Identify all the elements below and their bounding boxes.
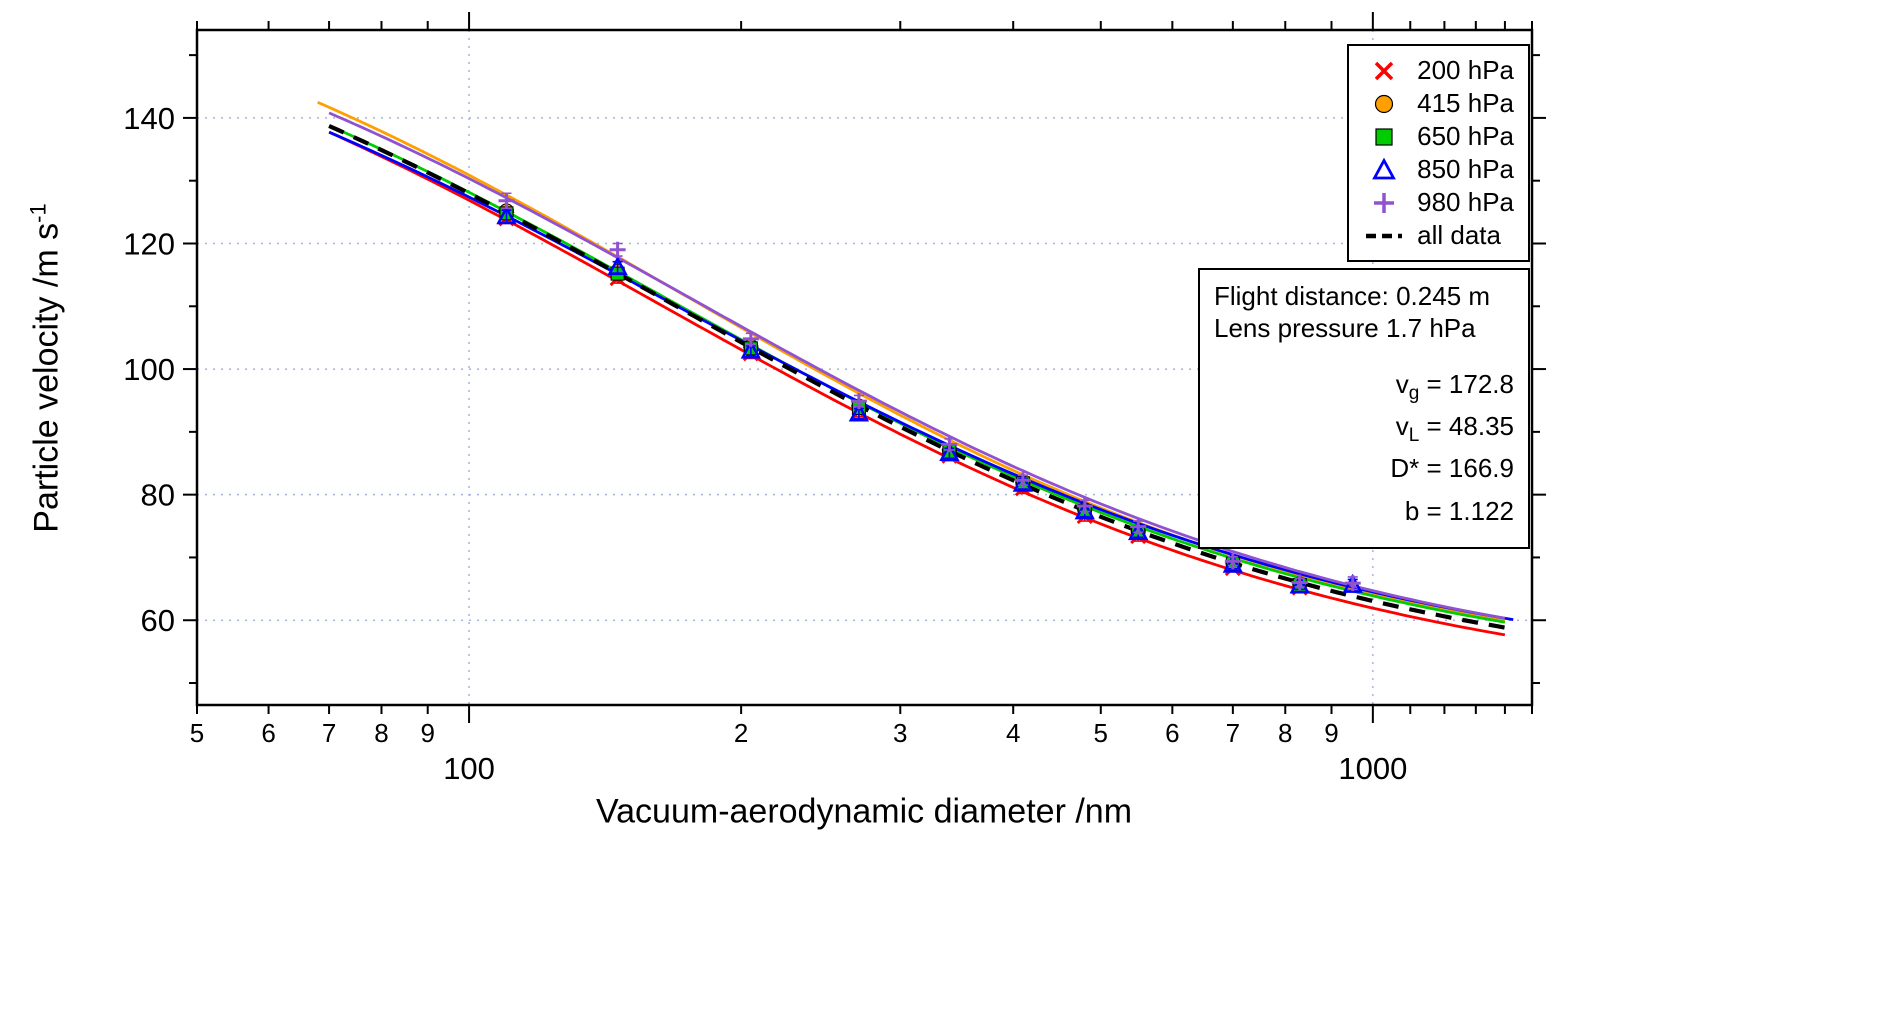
legend-item-200hpa: 200 hPa xyxy=(1363,54,1514,87)
svg-text:5: 5 xyxy=(1094,718,1108,748)
fit-param-vl: vL = 48.35 xyxy=(1395,411,1514,447)
fit-curve-all-data xyxy=(328,124,1506,630)
svg-text:120: 120 xyxy=(123,226,175,261)
plot-frame xyxy=(195,28,1534,707)
legend-label: 980 hPa xyxy=(1417,187,1514,217)
series-980-hPa xyxy=(498,192,1361,592)
triangle-marker-icon xyxy=(1372,157,1396,179)
svg-text:1000: 1000 xyxy=(1338,751,1407,786)
legend-label: 200 hPa xyxy=(1417,55,1514,85)
legend-label: 850 hPa xyxy=(1417,154,1514,184)
svg-text:7: 7 xyxy=(1226,718,1240,748)
svg-text:6: 6 xyxy=(261,718,275,748)
legend-item-650hpa: 650 hPa xyxy=(1363,120,1514,153)
axis-ticks xyxy=(183,12,1546,723)
svg-text:100: 100 xyxy=(443,751,495,786)
svg-text:140: 140 xyxy=(123,101,175,136)
square-marker-icon xyxy=(1375,127,1393,146)
fit-param-dstar: D* = 166.9 xyxy=(1390,453,1514,484)
plus-marker-icon xyxy=(1374,192,1395,213)
svg-text:8: 8 xyxy=(374,718,388,748)
svg-text:100: 100 xyxy=(123,352,175,387)
fit-param-b: b = 1.122 xyxy=(1404,495,1514,526)
fit-param-vg: vg = 172.8 xyxy=(1395,369,1514,405)
legend-item-all-data: all data xyxy=(1363,219,1514,252)
svg-text:8: 8 xyxy=(1278,718,1292,748)
fit-parameters: vg = 172.8 vL = 48.35 D* = 166.9 b = 1.1… xyxy=(1214,368,1514,537)
fit-curve-980-hPa xyxy=(328,111,1506,620)
legend-label: 415 hPa xyxy=(1417,88,1514,118)
legend-label: 650 hPa xyxy=(1417,121,1514,151)
svg-text:4: 4 xyxy=(1006,718,1020,748)
legend-item-980hpa: 980 hPa xyxy=(1363,186,1514,219)
fit-curve-850-hPa xyxy=(328,130,1514,621)
dashed-line-icon xyxy=(1366,233,1403,238)
legend: 200 hPa 415 hPa 650 hPa 850 hPa 980 hPa xyxy=(1347,44,1530,262)
legend-item-415hpa: 415 hPa xyxy=(1363,87,1514,120)
svg-text:3: 3 xyxy=(893,718,907,748)
svg-text:80: 80 xyxy=(141,478,175,513)
legend-item-850hpa: 850 hPa xyxy=(1363,153,1514,186)
svg-text:9: 9 xyxy=(420,718,434,748)
x-marker-icon xyxy=(1374,61,1394,80)
y-axis-title-exponent: -1 xyxy=(25,203,51,223)
annotation-line-lens-pressure: Lens pressure 1.7 hPa xyxy=(1214,313,1476,343)
svg-text:6: 6 xyxy=(1165,718,1179,748)
svg-text:9: 9 xyxy=(1324,718,1338,748)
svg-text:60: 60 xyxy=(141,603,175,638)
annotation-box: Flight distance: 0.245 m Lens pressure 1… xyxy=(1198,268,1530,549)
circle-marker-icon xyxy=(1375,94,1394,113)
svg-text:7: 7 xyxy=(322,718,336,748)
svg-text:5: 5 xyxy=(190,718,204,748)
legend-label: all data xyxy=(1417,220,1501,250)
annotation-line-flight-distance: Flight distance: 0.245 m xyxy=(1214,281,1491,311)
svg-text:2: 2 xyxy=(734,718,748,748)
y-axis-title: Particle velocity /m s-1 xyxy=(25,203,66,532)
y-axis-title-text: Particle velocity /m s xyxy=(27,222,66,533)
x-axis-title: Vacuum-aerodynamic diameter /nm xyxy=(595,792,1133,831)
